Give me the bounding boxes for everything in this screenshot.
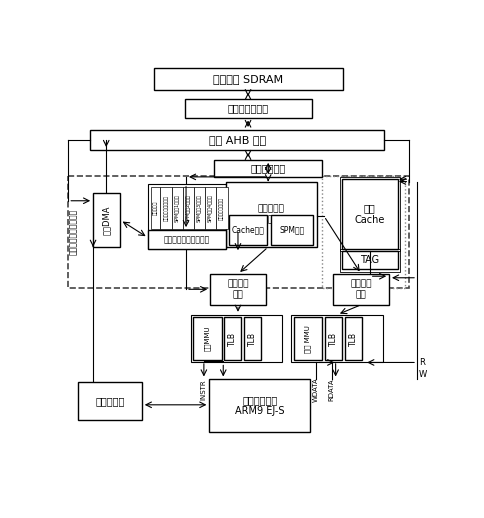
Text: 上文寄存器: 上文寄存器 (153, 201, 158, 215)
Text: 可重构片上
统一存储体: 可重构片上 统一存储体 (258, 205, 285, 224)
Bar (148, 184, 226, 249)
Bar (172, 187, 183, 229)
Bar (151, 187, 160, 229)
Bar (68, 176, 409, 288)
Text: SPM区块2存储器: SPM区块2存储器 (186, 194, 191, 222)
Bar (183, 187, 194, 229)
Text: 微处理器内核
ARM9 EJ-S: 微处理器内核 ARM9 EJ-S (235, 395, 285, 416)
Text: TAG: TAG (360, 255, 379, 265)
Text: 专用DMA: 专用DMA (102, 205, 111, 235)
Text: SPM区块4存储器: SPM区块4存储器 (208, 194, 212, 222)
Bar (194, 187, 205, 229)
Text: TLB: TLB (248, 332, 257, 346)
Text: 可重构地址路由控制器: 可重构地址路由控制器 (164, 235, 210, 244)
Bar (244, 317, 261, 360)
Bar (191, 315, 282, 363)
Text: 下文配置信息存储器: 下文配置信息存储器 (164, 195, 168, 221)
Bar (215, 187, 228, 229)
Text: 存储控制器接口: 存储控制器接口 (228, 104, 269, 113)
Text: 可重构片上统一存储器: 可重构片上统一存储器 (69, 209, 78, 255)
Bar (214, 160, 322, 177)
Text: INSTR: INSTR (201, 379, 207, 400)
Bar (333, 274, 389, 305)
Text: RDATA: RDATA (329, 378, 335, 401)
Bar (224, 317, 241, 360)
Text: 存储器口电路: 存储器口电路 (251, 163, 286, 174)
Bar (345, 317, 362, 360)
Bar (160, 187, 172, 229)
Text: TLB: TLB (329, 332, 338, 346)
Bar (291, 315, 383, 363)
Text: SPM区块3存储器: SPM区块3存储器 (197, 194, 202, 222)
Bar (228, 214, 268, 246)
Bar (272, 214, 313, 246)
Bar (78, 382, 142, 420)
Text: SPM部分: SPM部分 (280, 225, 305, 235)
Bar (325, 317, 342, 360)
Bar (93, 193, 120, 247)
Bar (294, 317, 322, 360)
Text: TLB: TLB (228, 332, 237, 346)
Text: TLB: TLB (349, 332, 358, 346)
Text: SPM区块1存储器: SPM区块1存储器 (175, 194, 180, 222)
Text: 外部存储 SDRAM: 外部存储 SDRAM (213, 74, 283, 84)
Text: WDATA: WDATA (313, 377, 319, 402)
Bar (153, 68, 343, 90)
Bar (148, 230, 226, 249)
Bar (90, 130, 384, 150)
Text: 相变检测器: 相变检测器 (95, 396, 125, 406)
Text: Cache部分: Cache部分 (232, 225, 264, 235)
Text: 主频 AHB 总线: 主频 AHB 总线 (209, 135, 266, 145)
Bar (209, 379, 310, 432)
Text: 数据 MMU: 数据 MMU (305, 325, 311, 353)
Text: 数据
Cache: 数据 Cache (355, 203, 385, 225)
Text: 指令部分
路由: 指令部分 路由 (227, 280, 249, 299)
Bar (193, 317, 222, 360)
Text: 分配置信息存储器: 分配置信息存储器 (219, 196, 224, 220)
Bar (205, 187, 215, 229)
Text: 指令MMU: 指令MMU (204, 326, 211, 351)
Bar (322, 176, 406, 288)
Bar (339, 249, 400, 271)
Bar (342, 251, 398, 269)
Bar (226, 181, 317, 247)
Bar (210, 274, 266, 305)
Text: R: R (420, 358, 425, 367)
Bar (342, 179, 398, 249)
Text: W: W (418, 369, 426, 379)
Bar (184, 99, 312, 118)
Bar (339, 177, 400, 251)
Text: 数据部分
路由: 数据部分 路由 (350, 280, 372, 299)
